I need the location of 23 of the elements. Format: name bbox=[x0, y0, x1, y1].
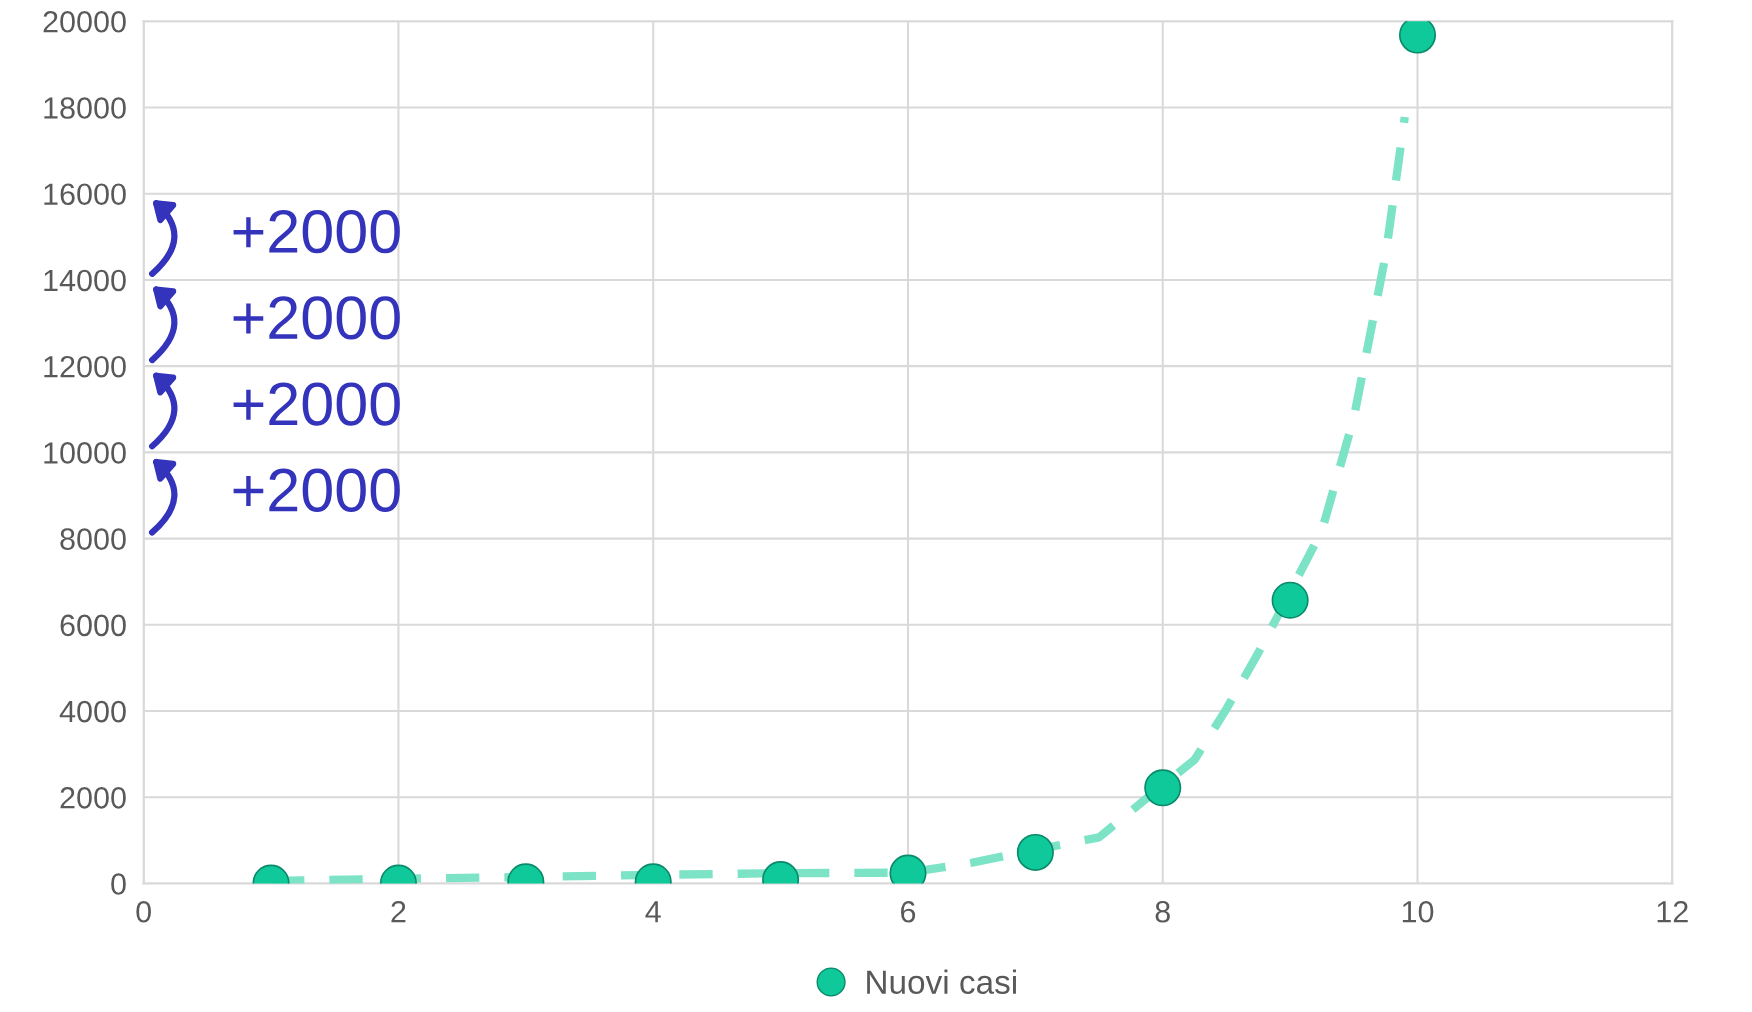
annotation: +2000 bbox=[233, 296, 400, 340]
y-tick-label: 8000 bbox=[60, 528, 126, 550]
x-tick-label: 12 bbox=[1657, 900, 1688, 923]
y-tick-label: 2000 bbox=[60, 786, 126, 809]
annotation: +2000 bbox=[233, 382, 400, 426]
annotation: +2000 bbox=[233, 209, 400, 254]
y-tick-label: 20000 bbox=[43, 10, 126, 33]
x-tick-label: 8 bbox=[1155, 900, 1170, 923]
y-tick-label: 6000 bbox=[60, 614, 126, 637]
legend-label: Nuovi casi bbox=[867, 969, 1016, 994]
y-tick-label: 16000 bbox=[44, 183, 126, 206]
x-tick-label: 6 bbox=[901, 900, 916, 923]
y-tick-label: 10000 bbox=[44, 442, 126, 464]
y-tick-label: 18000 bbox=[44, 97, 126, 119]
y-tick-label: 0 bbox=[111, 873, 126, 895]
y-tick-label: 12000 bbox=[44, 355, 126, 378]
y-tick-label: 4000 bbox=[59, 700, 126, 723]
x-tick-label: 0 bbox=[136, 900, 151, 923]
x-tick-label: 2 bbox=[391, 900, 406, 923]
x-tick-label: 4 bbox=[645, 901, 661, 923]
y-tick-label: 14000 bbox=[44, 269, 126, 292]
x-tick-label: 10 bbox=[1402, 900, 1434, 923]
annotation: +2000 bbox=[233, 468, 400, 512]
